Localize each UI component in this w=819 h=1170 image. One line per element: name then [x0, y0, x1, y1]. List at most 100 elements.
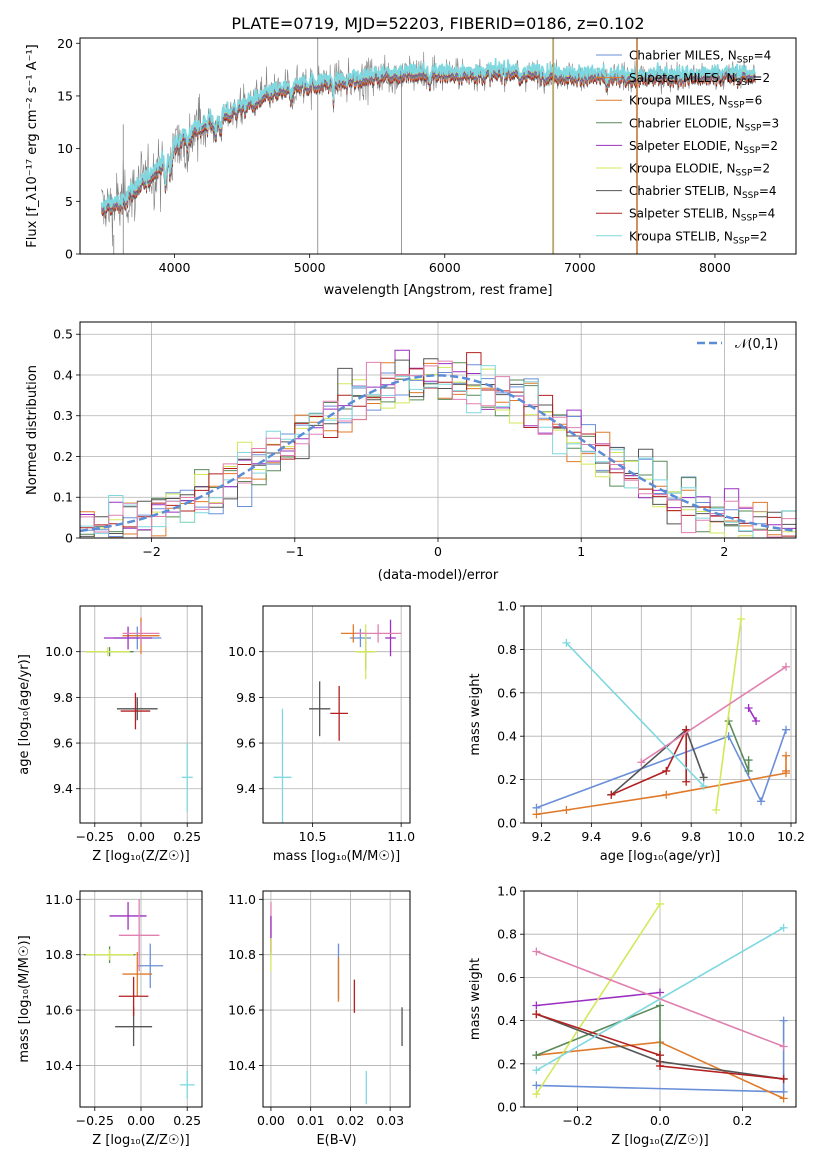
residual-histogram: [80, 365, 796, 538]
weight-point: [779, 1042, 788, 1051]
y-tick-label: 15: [57, 88, 73, 103]
age-vs-z-y-axis-label: age [log₁₀(age/yr)]: [17, 654, 32, 775]
y-tick-label: 10.6: [228, 1003, 256, 1018]
x-tick-label: 1: [577, 544, 585, 559]
y-tick-label: 1.0: [497, 599, 517, 614]
x-tick-label: −0.25: [76, 829, 114, 844]
weight-series-line: [727, 720, 750, 772]
weight-point: [737, 615, 746, 624]
age-vs-mass-x-axis-label: mass [log₁₀(M/M☉)]: [273, 849, 400, 864]
y-tick-label: 10.6: [45, 1003, 73, 1018]
weight-point: [779, 1094, 788, 1103]
x-tick-label: 0.00: [127, 829, 155, 844]
spectrum-plot-area: [100, 38, 757, 254]
mass-vs-z-frame: [79, 890, 203, 1108]
y-tick-label: 0.6: [497, 970, 517, 985]
x-tick-label: 8000: [699, 260, 731, 275]
age-vs-z-x-axis-label: Z [log₁₀(Z/Z☉)]: [92, 849, 189, 864]
weight-point: [682, 777, 691, 786]
y-tick-label: 10.4: [228, 1058, 256, 1073]
weight-vs-age-y-axis-label: mass weight: [468, 673, 483, 755]
x-tick-label: 9.4: [581, 829, 601, 844]
x-tick-label: 0.2: [732, 1113, 752, 1128]
weight-series-line: [640, 666, 787, 763]
weight-series-line: [565, 642, 705, 787]
x-tick-label: 0.03: [376, 1113, 404, 1128]
x-tick-label: 0.0: [650, 1113, 670, 1128]
legend-label: 𝒩(0,1): [735, 337, 778, 352]
y-tick-label: 0: [65, 531, 73, 546]
y-tick-label: 10: [57, 141, 73, 156]
y-tick-label: 0.8: [497, 927, 517, 942]
y-tick-label: 10.8: [45, 947, 73, 962]
age-vs-z-plot-area: [85, 617, 193, 812]
legend-label: Kroupa MILES, NSSP=6: [629, 94, 762, 111]
residuals-plot-area: [80, 349, 796, 538]
y-tick-label: 0.8: [497, 642, 517, 657]
y-tick-label: 0.4: [497, 1013, 517, 1028]
x-tick-label: 2: [720, 544, 728, 559]
x-tick-label: 11.0: [387, 829, 415, 844]
y-tick-label: 0.0: [497, 816, 517, 831]
y-tick-label: 0.0: [497, 1100, 517, 1115]
y-tick-label: 9.8: [236, 690, 256, 705]
spectrum-y-axis-label: Flux [f_λ10⁻¹⁷ erg cm⁻² s⁻¹ A⁻¹]: [25, 44, 40, 248]
weight-series-line: [536, 950, 784, 1048]
weight-point: [532, 947, 541, 956]
age-vs-mass-panel: 10.5 11.0 9.4 9.6 9.8 10.0 mass [log₁₀(M/M☉)]: [228, 605, 415, 864]
legend-label: Kroupa ELODIE, NSSP=2: [629, 162, 770, 179]
weight-point: [637, 758, 646, 767]
x-tick-label: 0.25: [173, 1113, 201, 1128]
x-tick-label: 0.25: [173, 829, 201, 844]
legend-label: Salpeter ELODIE, NSSP=2: [629, 139, 778, 156]
mass-vs-z-grid: [80, 891, 202, 1107]
weight-vs-z-y-axis-label: mass weight: [468, 958, 483, 1040]
y-tick-label: 5: [65, 194, 73, 209]
y-tick-label: 10.0: [45, 644, 73, 659]
age-vs-z-panel: −0.25 0.00 0.25 9.4 9.6 9.8 10.0 Z [log₁₀(Z/Z☉)…: [17, 605, 203, 864]
y-tick-label: 0.3: [53, 408, 73, 423]
mass-vs-z-plot-area: [83, 899, 195, 1099]
weight-point: [532, 1066, 541, 1075]
y-tick-label: 0.1: [53, 490, 73, 505]
weight-point: [532, 1051, 541, 1060]
weight-series-line: [715, 618, 742, 811]
weight-vs-z-x-axis-label: Z [log₁₀(Z/Z☉)]: [611, 1133, 708, 1148]
mass-vs-ebv-x-axis-label: E(B-V): [316, 1133, 356, 1148]
weight-point: [532, 1001, 541, 1010]
x-tick-label: 4000: [159, 260, 191, 275]
y-tick-label: 11.0: [228, 892, 256, 907]
age-vs-z-grid: [80, 606, 202, 823]
y-tick-label: 9.6: [236, 736, 256, 751]
weight-series-line: [747, 707, 757, 722]
y-tick-label: 10.4: [45, 1058, 73, 1073]
x-tick-label: 9.6: [631, 829, 651, 844]
y-tick-label: 9.4: [53, 781, 73, 796]
weight-point: [607, 790, 616, 799]
weight-point: [656, 899, 664, 908]
weight-point: [782, 751, 791, 760]
weight-point: [532, 1090, 541, 1099]
weight-series-line: [536, 1004, 661, 1056]
normal-curve: [80, 374, 794, 533]
residuals-frame: [79, 321, 797, 539]
x-tick-label: −0.25: [76, 1113, 114, 1128]
weight-vs-z-frame: [523, 890, 797, 1108]
x-tick-label: 0.01: [297, 1113, 325, 1128]
spectrum-legend: Chabrier MILES, NSSP=4 Salpeter MILES, NS…: [596, 49, 779, 246]
y-tick-label: 10.8: [228, 947, 256, 962]
x-tick-label: 5000: [294, 260, 326, 275]
weight-vs-age-panel: 9.2 9.4 9.6 9.8 10.0 10.2 0.0 0.2 0.4 0.6 0.8 1.0 ag…: [468, 599, 805, 865]
weight-point: [699, 782, 708, 791]
weight-point: [532, 1010, 541, 1019]
mass-vs-z-x-axis-label: Z [log₁₀(Z/Z☉)]: [92, 1133, 189, 1148]
y-tick-label: 0.2: [497, 772, 517, 787]
residuals-y-axis-label: Normed distribution: [25, 365, 40, 495]
weight-point: [779, 1016, 788, 1025]
residuals-grid: [80, 322, 796, 539]
y-tick-label: 10.0: [228, 644, 256, 659]
weight-point: [656, 1001, 664, 1010]
y-tick-label: 0.2: [53, 449, 73, 464]
residuals-x-axis-label: (data-model)/error: [378, 568, 499, 583]
weight-point: [757, 797, 766, 806]
